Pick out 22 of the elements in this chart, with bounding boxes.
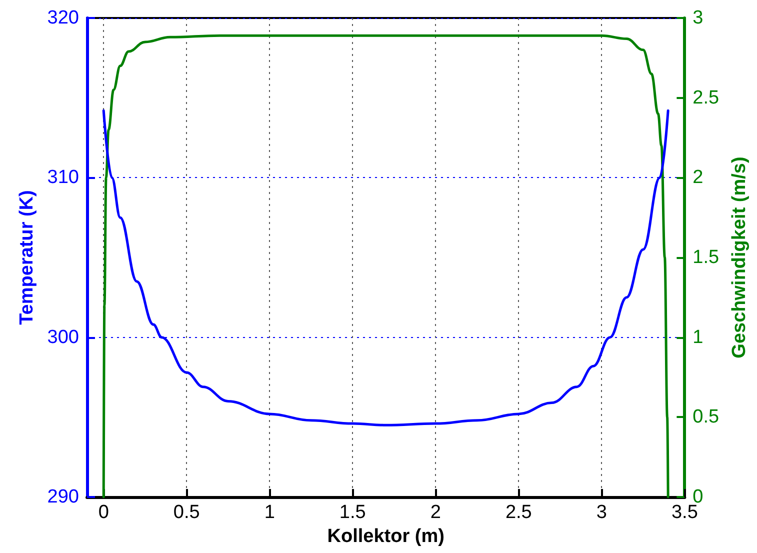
y2-tick-label: 2 (692, 167, 704, 188)
x-tick-label: 3.5 (671, 502, 698, 523)
x-tick-label: 3 (596, 502, 607, 523)
y-axis-title: Temperatur (K) (16, 190, 38, 325)
x-tick-label: 0 (98, 502, 109, 523)
line-series (102, 34, 670, 498)
x-tick-label: 2.5 (505, 502, 532, 523)
y-tick-label: 310 (47, 167, 79, 188)
y-tick-label: 320 (47, 8, 79, 28)
y2-tick-label: 3 (692, 8, 704, 28)
y2-tick-label: 1 (692, 326, 704, 348)
y-tick-label: 290 (47, 486, 79, 508)
x-tick-label: 1 (264, 502, 275, 523)
x-tick-label: 0.5 (173, 502, 200, 523)
y2-tick-label: 1.5 (692, 247, 720, 268)
y2-axis-title: Geschwindigkeit (m/s) (729, 156, 750, 358)
x-tick-label: 2 (430, 502, 441, 523)
x-tick-label: 1.5 (339, 502, 366, 523)
x-axis-title: Kollektor (m) (327, 526, 444, 547)
y2-tick-label: 0.5 (692, 406, 720, 428)
y2-tick-label: 2.5 (692, 87, 720, 108)
y-tick-label: 300 (47, 326, 79, 348)
